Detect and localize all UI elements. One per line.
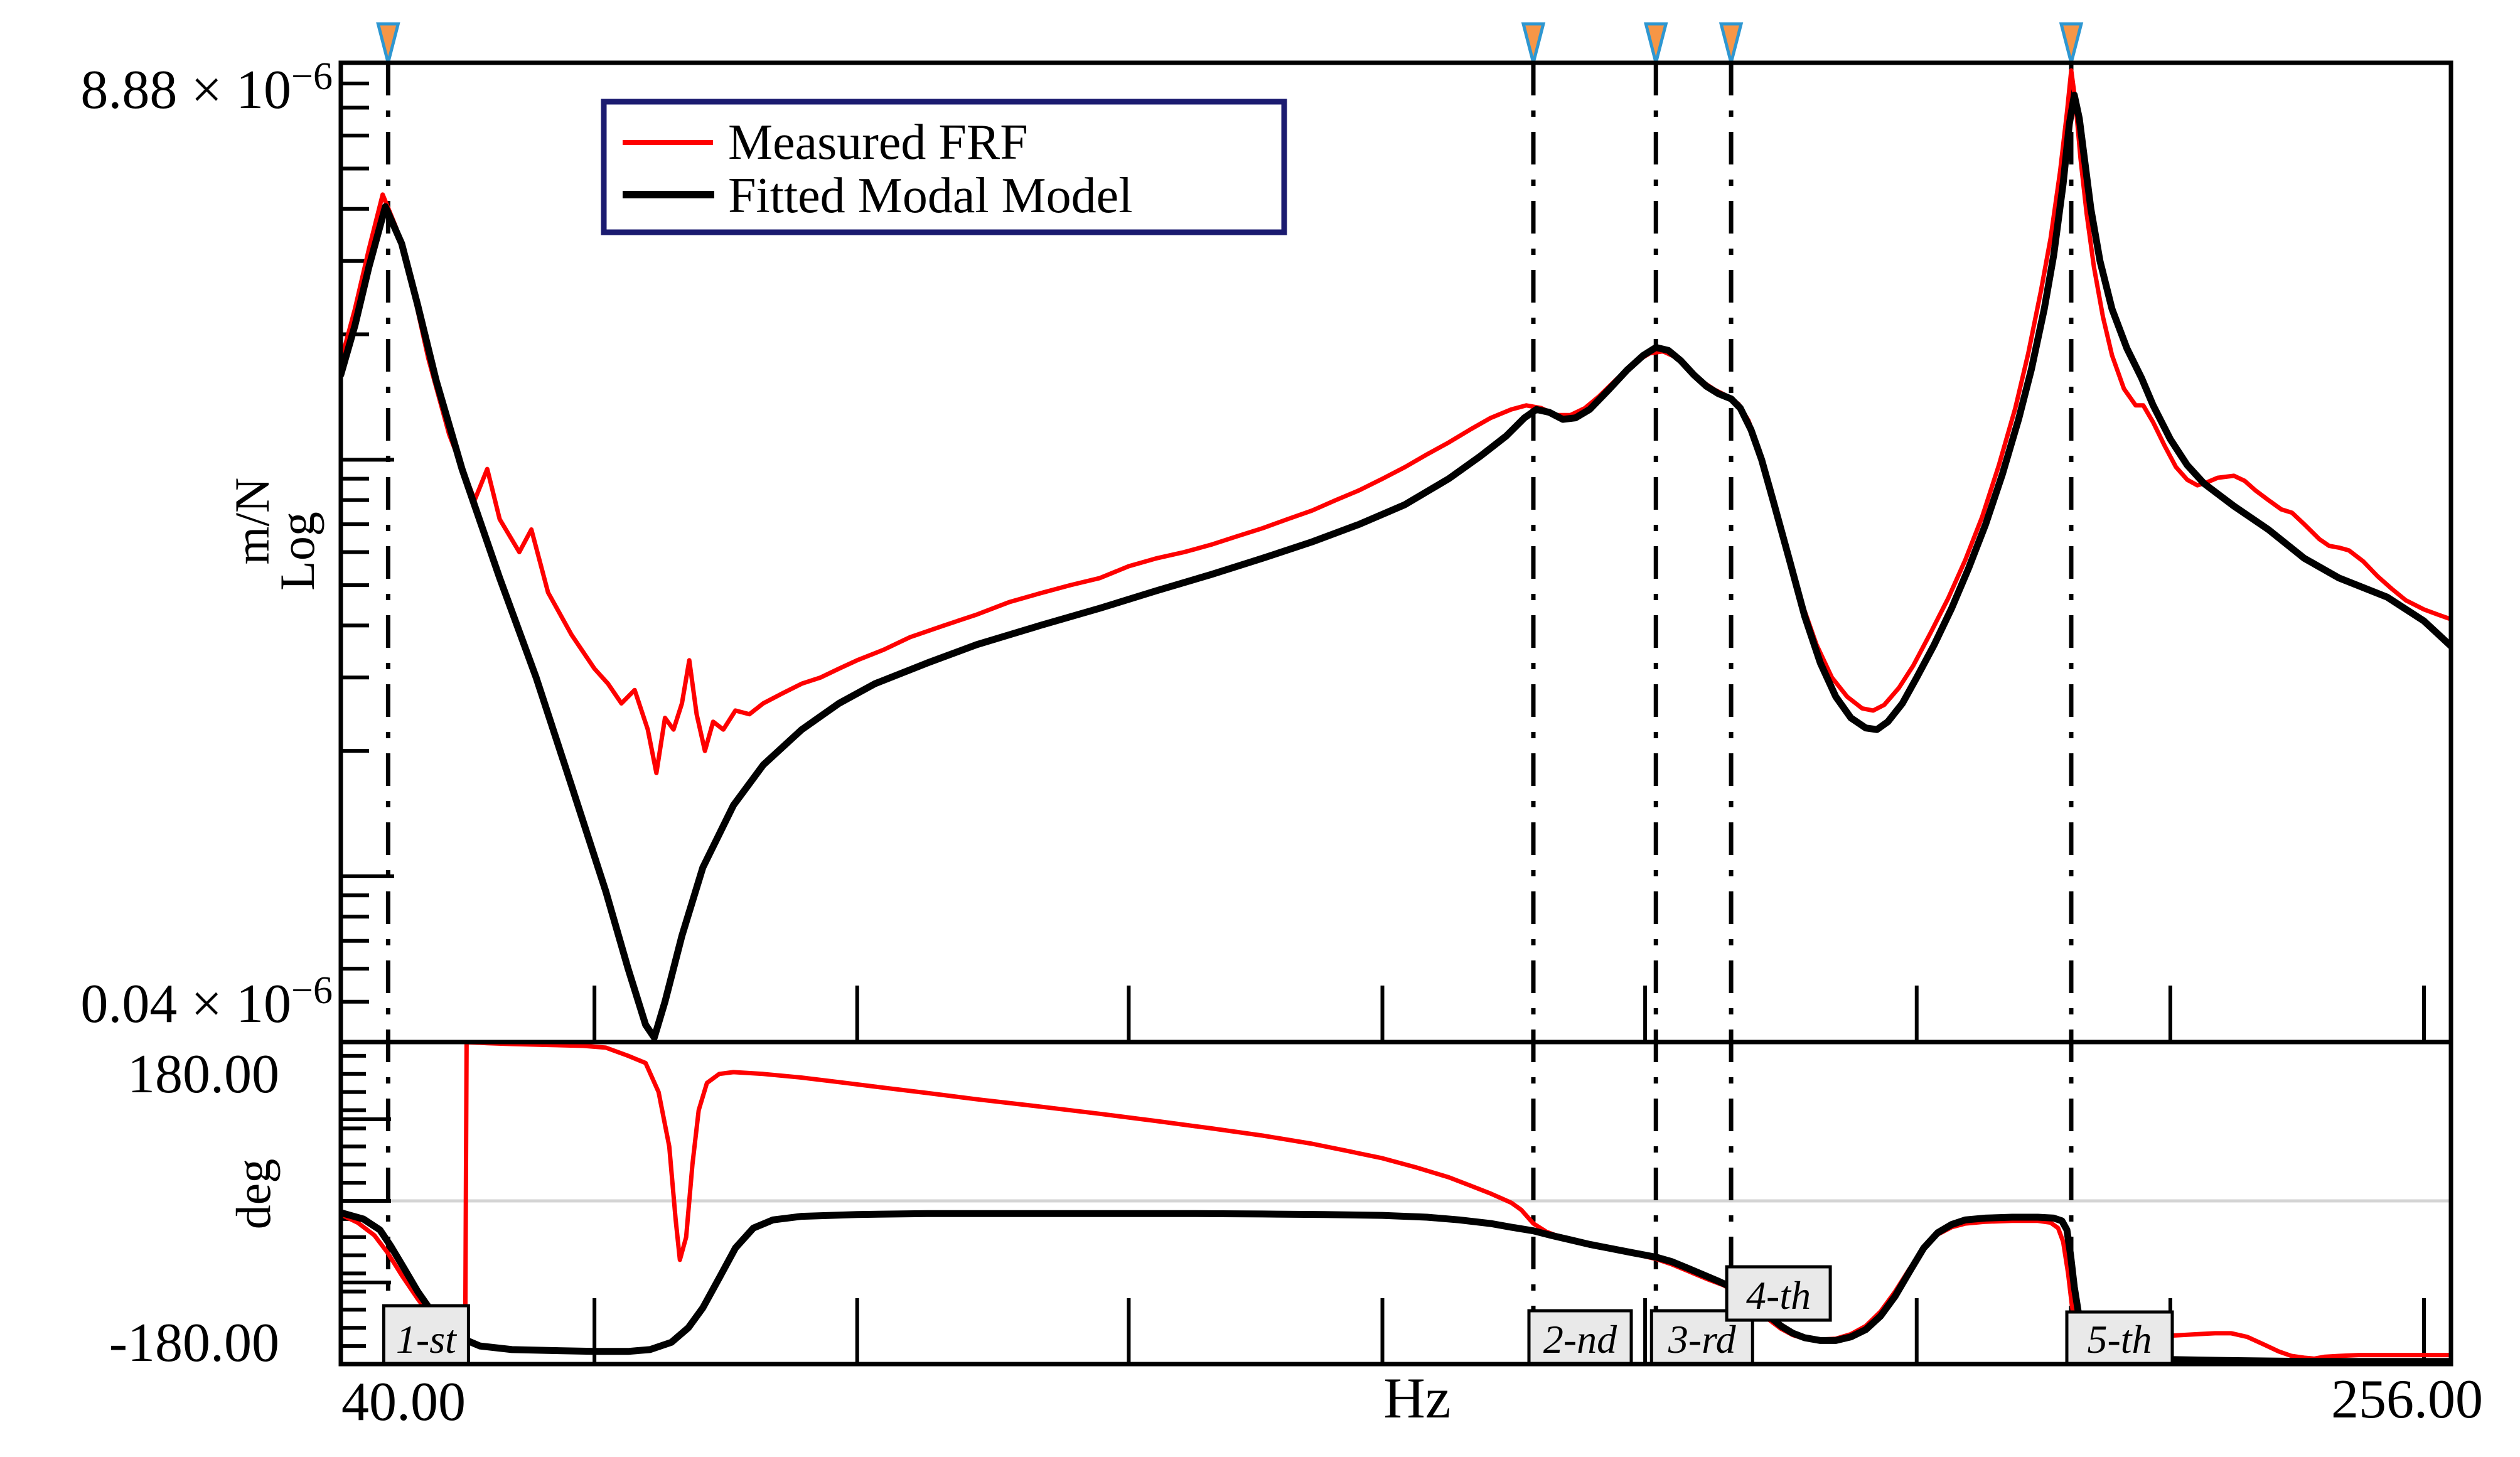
axis-ticks-layer: [341, 82, 2426, 1364]
phase-plot-frame: [338, 1040, 2453, 1367]
legend-box: [601, 99, 1287, 235]
mode-1-label-box: [382, 1304, 470, 1366]
mode-3-label-box: [1649, 1309, 1754, 1366]
fitted-modal-model-phase-curve: [341, 1209, 2451, 1364]
x-axis-unit: Hz: [1383, 1366, 1450, 1430]
mag-axis-unit-log: Log: [270, 512, 324, 591]
mode-indicator-layer: [376, 22, 2084, 1364]
mode-2-label-box: [1527, 1309, 1633, 1366]
mode-4-label: 4-th: [1746, 1273, 1811, 1318]
mag-axis-max-label: 8.88 × 10−6: [80, 55, 333, 121]
mode-5-triangle-marker-icon: [2059, 22, 2084, 63]
phase-axis-unit: deg: [226, 1159, 281, 1230]
legend-measured-label: Measured FRF: [728, 115, 1028, 170]
x-axis-left-label: 40.00: [341, 1372, 466, 1433]
mode-5-label: 5-th: [2087, 1317, 2152, 1362]
x-axis-right-label: 256.00: [2331, 1369, 2483, 1430]
mode-3-label: 3-rd: [1668, 1317, 1737, 1362]
fitted-modal-model-magnitude-curve: [341, 92, 2451, 1041]
mode-5-label-box: [2065, 1310, 2174, 1366]
phase-axis-min-label: -180.00: [109, 1313, 279, 1374]
mode-4-triangle-marker-icon: [1718, 22, 1744, 63]
mode-label-boxes: 1-st 2-nd 3-rd4-th 5-th: [382, 1265, 2174, 1366]
mode-3-triangle-marker-icon: [1644, 22, 1668, 63]
phase-axis-max-label: 180.00: [127, 1044, 279, 1105]
magnitude-curves: [341, 68, 2451, 1041]
mode-2-triangle-marker-icon: [1521, 22, 1546, 63]
mode-1-triangle-marker-icon: [376, 22, 400, 63]
legend: Measured FRF Fitted Modal Model: [601, 99, 1287, 235]
mag-axis-min-label: 0.04 × 10−6: [80, 969, 333, 1035]
mode-4-label-box: [1725, 1265, 1832, 1322]
mode-1-label: 1-st: [396, 1317, 458, 1362]
mag-axis-unit-mn: m/N: [225, 478, 279, 565]
legend-fitted-label: Fitted Modal Model: [728, 168, 1132, 223]
mode-2-label: 2-nd: [1543, 1317, 1617, 1362]
